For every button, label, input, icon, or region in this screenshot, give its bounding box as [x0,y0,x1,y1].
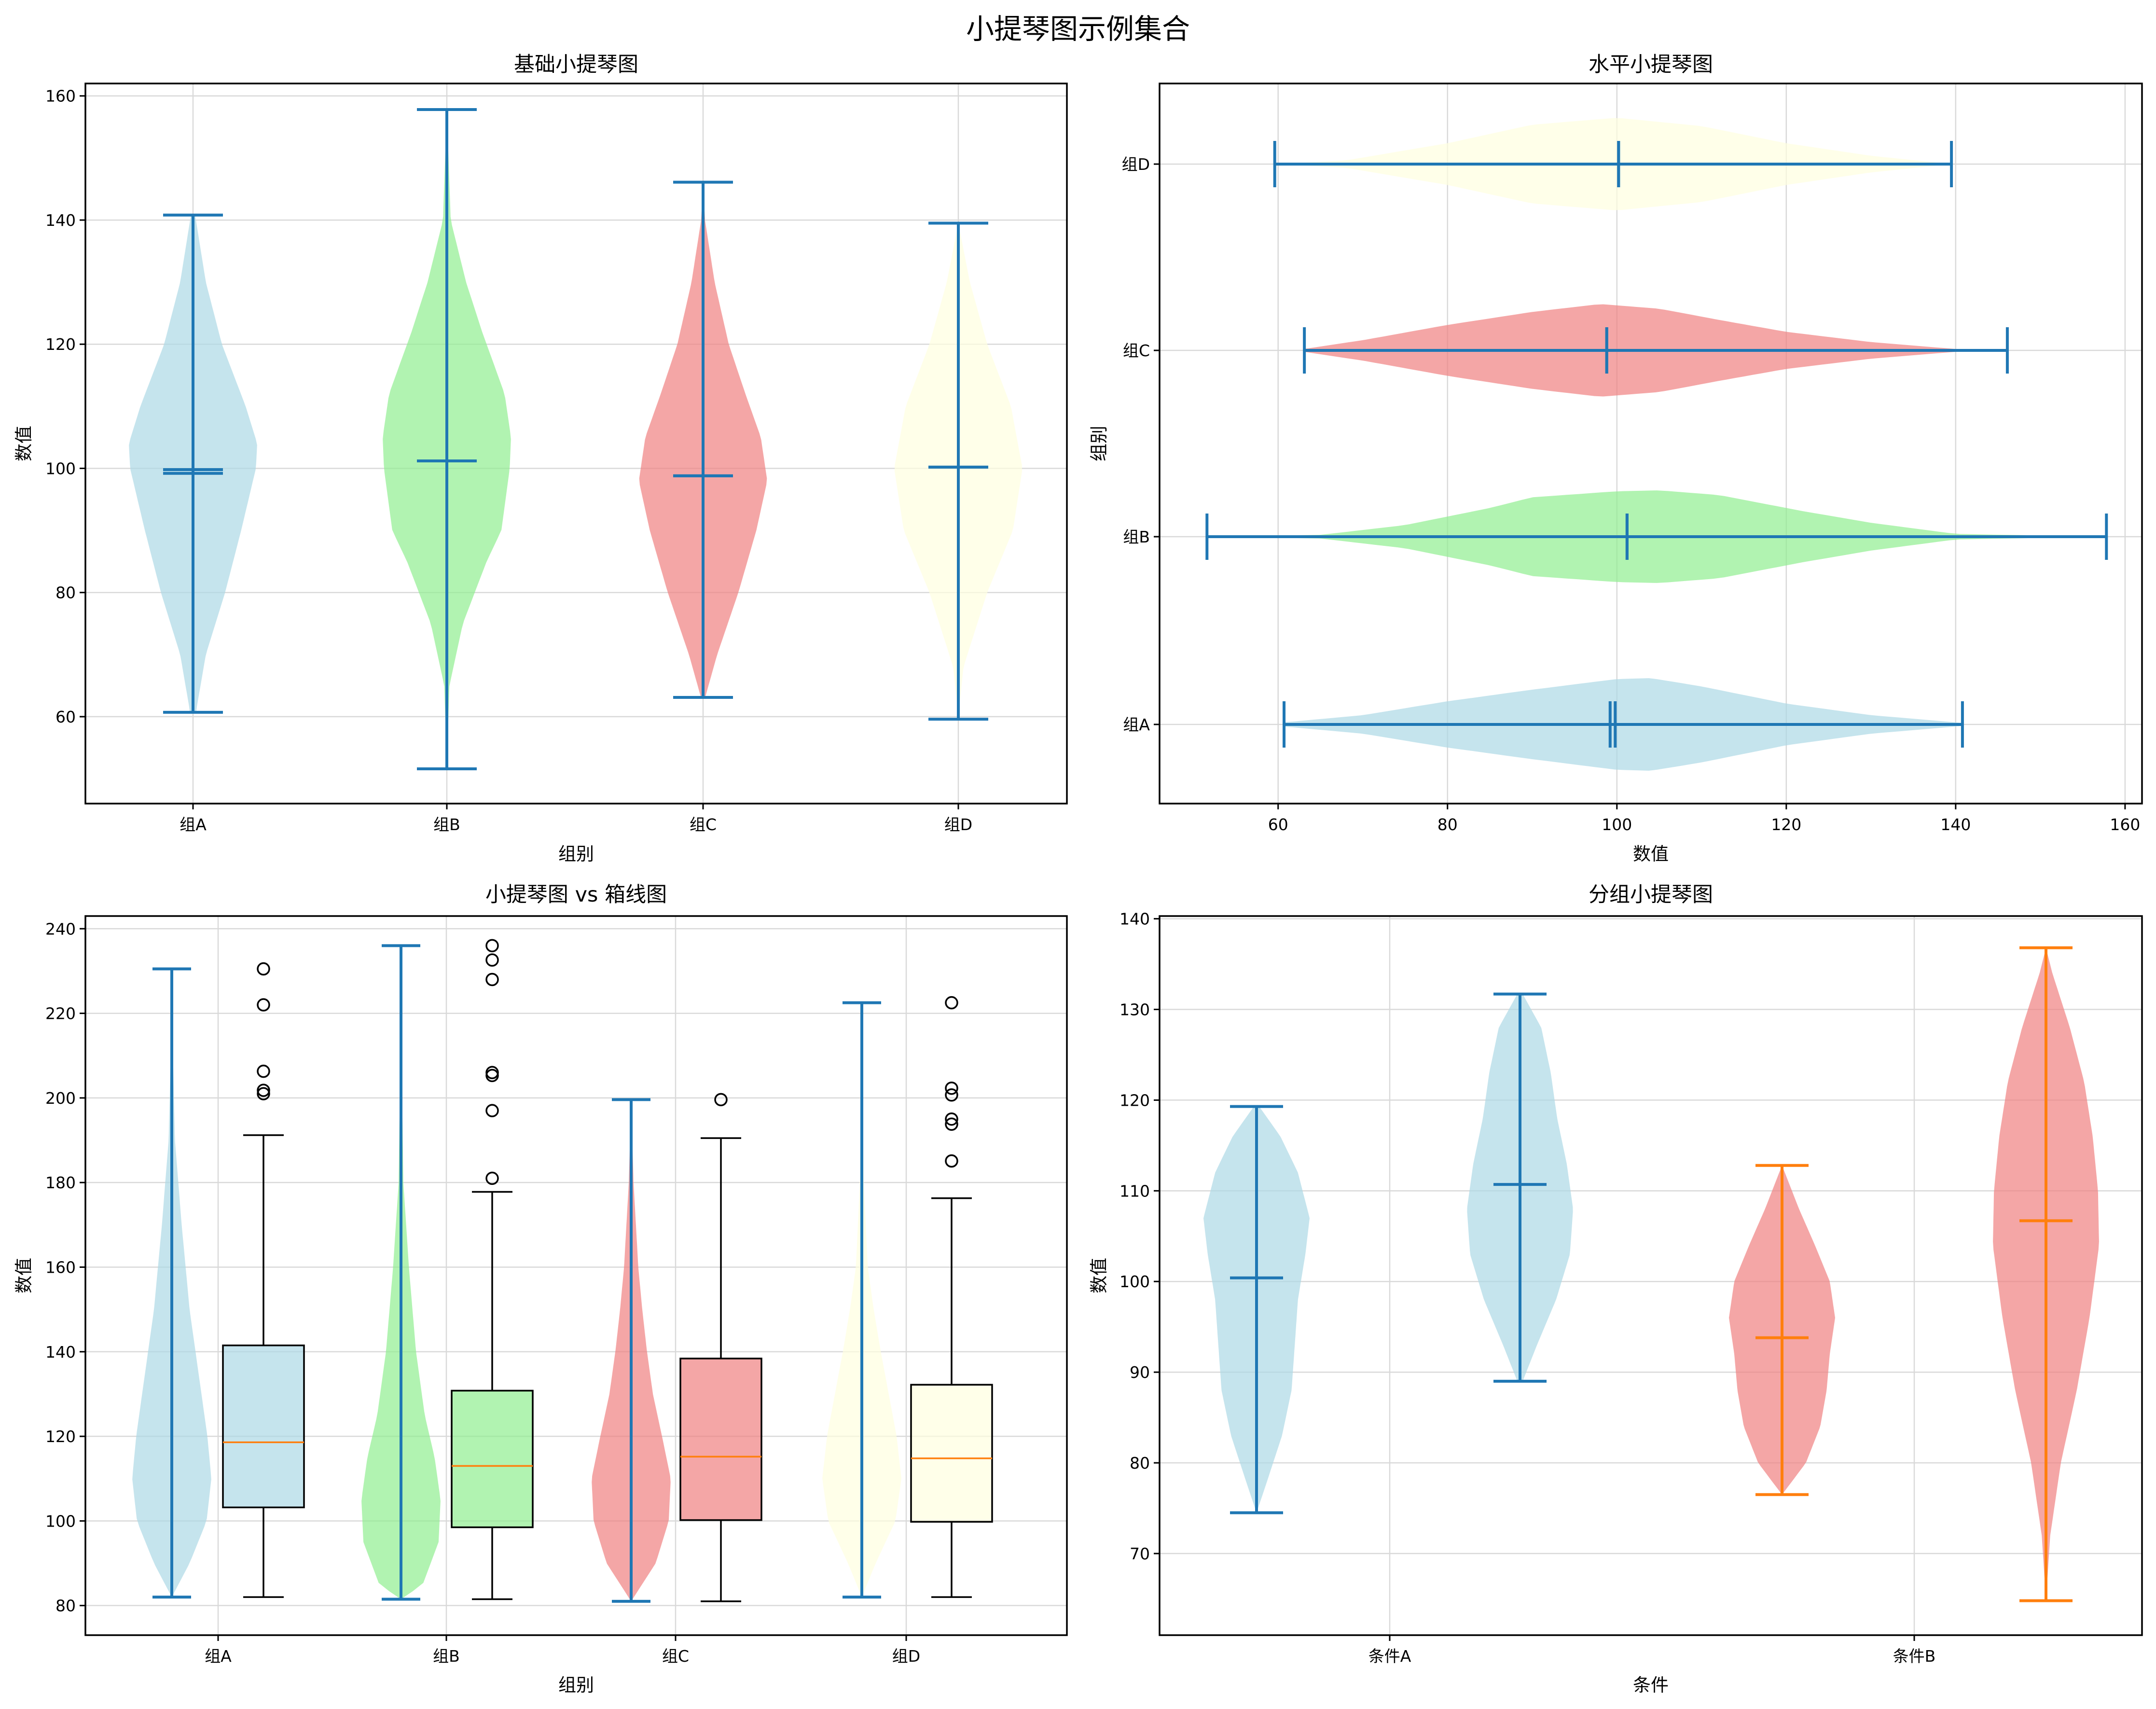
y-tick-label: 80 [55,1597,76,1615]
y-tick-label: 140 [45,211,76,230]
y-tick-label: 80 [1130,1454,1150,1473]
box-outlier-point [485,953,499,967]
y-tick-label: 120 [45,335,76,354]
y-tick-label: 组C [1123,341,1150,360]
x-tick-label: 组D [892,1647,920,1666]
panel-horizontal-violin: 水平小提琴图 60 80 100 120 140 160 组A 组B 组C 组D 数值 组别 [1089,53,2143,864]
figure-suptitle: 小提琴图示例集合 [966,13,1190,45]
x-tick-label: 80 [1437,815,1458,834]
y-tick-label: 220 [45,1004,76,1023]
y-tick-label: 120 [1119,1091,1150,1110]
x-tick-label: 120 [1771,815,1801,834]
y-axis-label: 数值 [14,426,34,461]
panel-violin-vs-box: 小提琴图 vs 箱线图 80 100 120 140 160 180 200 220 240 组A… [14,883,1068,1695]
box-outlier-point [485,1171,499,1185]
y-tick-label: 200 [45,1089,76,1108]
x-tick-label: 组A [205,1647,232,1666]
x-tick-label: 100 [1602,815,1632,834]
y-tick-label: 组D [1122,155,1150,174]
box-outlier-point [945,996,958,1010]
box-outlier-point [257,1064,270,1078]
x-tick-label: 组A [180,815,207,834]
x-tick-label: 条件B [1893,1647,1936,1666]
panel-title: 水平小提琴图 [1589,53,1713,77]
box-outlier-point [714,1093,728,1107]
panel-basic-violin: 基础小提琴图 60 80 100 120 140 160 组A 组B 组C 组D 组别 数值 [14,53,1068,864]
y-tick-label: 100 [45,459,76,478]
box-outlier-point [945,1112,958,1126]
panel-title: 分组小提琴图 [1589,883,1713,907]
y-tick-label: 160 [45,87,76,106]
x-tick-label: 条件A [1368,1647,1411,1666]
box-outlier-point [945,1154,958,1168]
y-tick-label: 70 [1130,1544,1150,1563]
box-outlier-point [945,1117,958,1131]
y-tick-label: 160 [45,1258,76,1277]
y-tick-label: 140 [1119,910,1150,929]
x-axis-label: 数值 [1633,844,1669,864]
box-outlier-point [257,1087,270,1100]
x-axis-label: 组别 [558,1675,594,1695]
box-outlier-point [257,962,270,976]
box-outlier-point [945,1088,958,1102]
panel-grouped-violin: 分组小提琴图 70 80 90 100 110 120 130 140 条件A 条件B 条件 数值 [1089,883,2143,1695]
panel-title: 基础小提琴图 [514,53,638,77]
y-tick-label: 240 [45,919,76,938]
x-axis-label: 组别 [558,844,594,864]
y-tick-label: 110 [1119,1181,1150,1200]
y-tick-label: 60 [55,708,76,726]
x-tick-label: 140 [1940,815,1971,834]
x-tick-label: 组C [690,815,717,834]
y-axis-label: 组别 [1089,426,1109,461]
box-outlier-point [945,1081,958,1095]
x-axis-label: 条件 [1633,1675,1669,1695]
box-body [679,1358,762,1521]
y-tick-label: 90 [1130,1363,1150,1382]
y-tick-label: 140 [45,1343,76,1362]
box-outlier-point [485,973,499,986]
x-tick-label: 组C [662,1647,689,1666]
x-tick-label: 组B [433,1647,460,1666]
y-tick-label: 100 [45,1512,76,1530]
x-tick-label: 160 [2110,815,2140,834]
box-body [451,1389,534,1528]
y-tick-label: 130 [1119,1000,1150,1019]
box-outlier-point [485,1104,499,1117]
box-body [222,1344,305,1509]
y-axis-label: 数值 [1089,1258,1109,1293]
panel-title: 小提琴图 vs 箱线图 [485,883,667,907]
y-tick-label: 组B [1123,528,1150,546]
y-axis-label: 数值 [14,1258,34,1293]
x-tick-label: 组B [433,815,460,834]
y-tick-label: 组A [1123,715,1150,734]
box-outlier-point [257,998,270,1012]
y-tick-label: 120 [45,1427,76,1446]
box-outlier-point [485,1066,499,1080]
x-tick-label: 60 [1268,815,1288,834]
y-tick-label: 180 [45,1173,76,1192]
box-outlier-point [485,939,499,953]
y-tick-label: 100 [1119,1272,1150,1291]
box-outlier-point [257,1084,270,1097]
box-body [910,1384,993,1523]
y-tick-label: 80 [55,584,76,602]
x-tick-label: 组D [944,815,972,834]
